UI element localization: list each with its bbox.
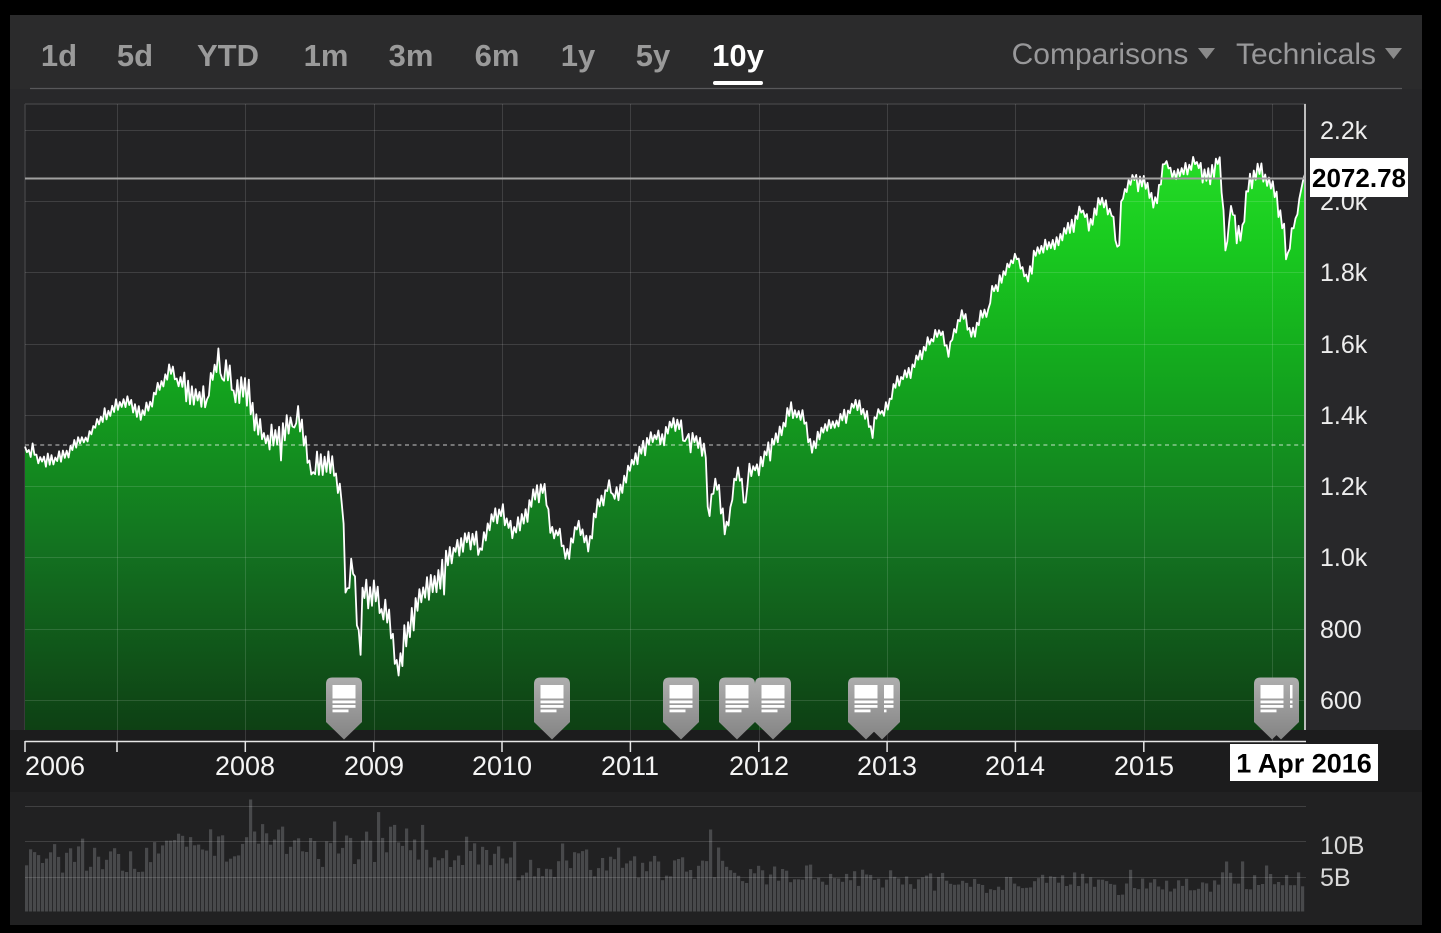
svg-text:YTD: YTD [197, 38, 259, 73]
svg-text:1.0k: 1.0k [1320, 544, 1368, 572]
svg-text:2014: 2014 [985, 751, 1045, 781]
svg-text:1y: 1y [561, 38, 596, 73]
svg-text:800: 800 [1320, 616, 1362, 644]
svg-text:2015: 2015 [1114, 751, 1174, 781]
svg-text:2008: 2008 [215, 751, 275, 781]
svg-text:1m: 1m [304, 38, 349, 73]
svg-text:1.2k: 1.2k [1320, 473, 1368, 501]
svg-text:1 Apr 2016: 1 Apr 2016 [1236, 749, 1372, 779]
svg-text:2011: 2011 [601, 751, 659, 781]
svg-text:2013: 2013 [857, 751, 917, 781]
svg-text:3m: 3m [389, 38, 434, 73]
svg-text:10y: 10y [712, 38, 764, 73]
svg-text:5d: 5d [117, 38, 153, 73]
svg-text:Technicals: Technicals [1236, 38, 1376, 71]
svg-text:Comparisons: Comparisons [1012, 38, 1189, 71]
svg-text:10B: 10B [1320, 832, 1364, 860]
svg-text:2.2k: 2.2k [1320, 117, 1368, 145]
svg-text:2009: 2009 [344, 751, 404, 781]
svg-text:1.6k: 1.6k [1320, 331, 1368, 359]
svg-text:2012: 2012 [729, 751, 789, 781]
svg-text:2072.78: 2072.78 [1312, 163, 1406, 193]
svg-text:5y: 5y [636, 38, 671, 73]
svg-text:5B: 5B [1320, 864, 1351, 892]
svg-text:600: 600 [1320, 687, 1362, 715]
svg-text:1.4k: 1.4k [1320, 402, 1368, 430]
svg-text:1d: 1d [41, 38, 77, 73]
svg-text:1.8k: 1.8k [1320, 259, 1368, 287]
svg-text:2006: 2006 [25, 751, 85, 781]
svg-text:6m: 6m [475, 38, 520, 73]
svg-text:2010: 2010 [472, 751, 532, 781]
